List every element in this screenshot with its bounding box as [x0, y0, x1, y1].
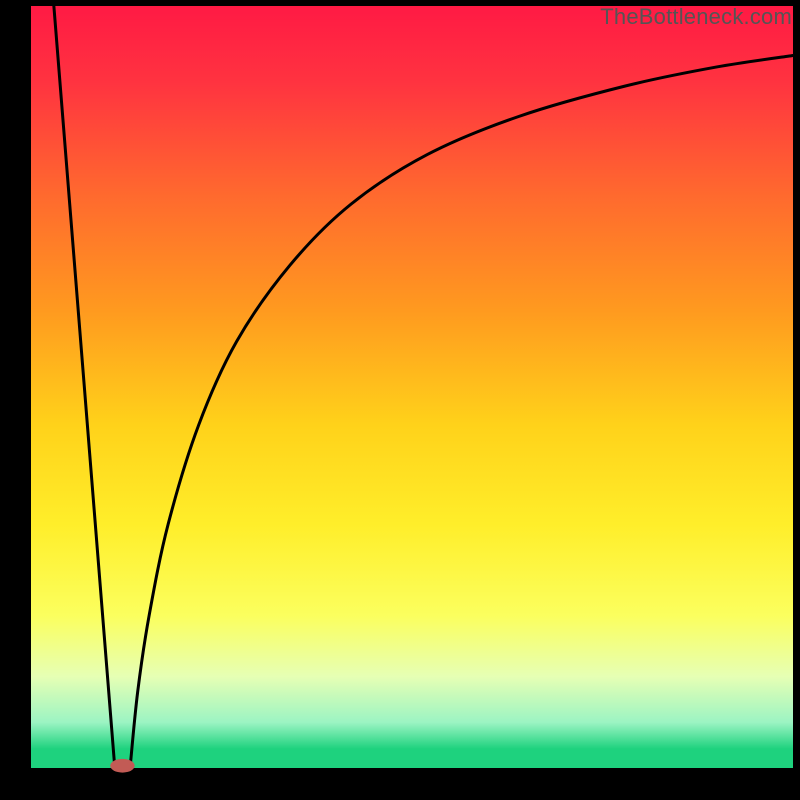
optimal-point-marker: [110, 759, 134, 773]
chart-svg: [0, 0, 800, 800]
plot-background: [31, 6, 793, 768]
bottleneck-chart: TheBottleneck.com: [0, 0, 800, 800]
watermark-text: TheBottleneck.com: [600, 4, 792, 30]
